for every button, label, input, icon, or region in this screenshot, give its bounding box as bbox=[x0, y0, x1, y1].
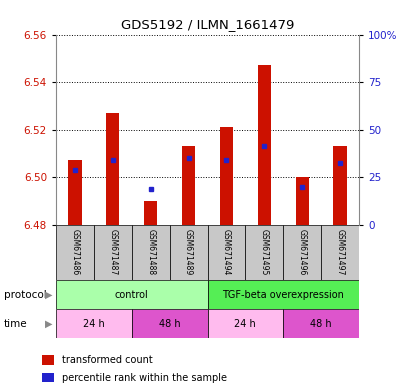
Text: GSM671497: GSM671497 bbox=[336, 229, 344, 276]
Text: ▶: ▶ bbox=[45, 290, 53, 300]
Bar bbox=[56, 280, 208, 309]
Bar bbox=[94, 225, 132, 280]
Bar bbox=[42, 356, 54, 365]
Bar bbox=[333, 146, 347, 225]
Text: 24 h: 24 h bbox=[83, 318, 105, 329]
Text: 48 h: 48 h bbox=[310, 318, 332, 329]
Text: 24 h: 24 h bbox=[234, 318, 256, 329]
Bar bbox=[56, 225, 94, 280]
Text: GSM671495: GSM671495 bbox=[260, 229, 269, 276]
Text: GSM671486: GSM671486 bbox=[71, 229, 79, 276]
Text: protocol: protocol bbox=[4, 290, 47, 300]
Text: GSM671496: GSM671496 bbox=[298, 229, 307, 276]
Bar bbox=[208, 280, 359, 309]
Bar bbox=[245, 225, 283, 280]
Text: TGF-beta overexpression: TGF-beta overexpression bbox=[222, 290, 344, 300]
Text: transformed count: transformed count bbox=[61, 355, 152, 366]
Text: GSM671487: GSM671487 bbox=[108, 229, 117, 276]
Text: control: control bbox=[115, 290, 149, 300]
Bar bbox=[68, 161, 82, 225]
Bar bbox=[144, 201, 157, 225]
Text: GSM671488: GSM671488 bbox=[146, 229, 155, 276]
Bar bbox=[321, 225, 359, 280]
Bar bbox=[208, 225, 245, 280]
Text: GSM671494: GSM671494 bbox=[222, 229, 231, 276]
Bar bbox=[220, 127, 233, 225]
Bar bbox=[283, 309, 359, 338]
Text: GSM671489: GSM671489 bbox=[184, 229, 193, 276]
Bar bbox=[258, 65, 271, 225]
Bar bbox=[170, 225, 208, 280]
Title: GDS5192 / ILMN_1661479: GDS5192 / ILMN_1661479 bbox=[121, 18, 294, 31]
Bar bbox=[42, 373, 54, 382]
Text: ▶: ▶ bbox=[45, 318, 53, 329]
Bar bbox=[283, 225, 321, 280]
Bar bbox=[182, 146, 195, 225]
Bar bbox=[208, 309, 283, 338]
Text: percentile rank within the sample: percentile rank within the sample bbox=[61, 372, 227, 383]
Bar bbox=[106, 113, 120, 225]
Bar bbox=[132, 225, 170, 280]
Bar bbox=[56, 309, 132, 338]
Bar bbox=[295, 177, 309, 225]
Text: 48 h: 48 h bbox=[159, 318, 181, 329]
Text: time: time bbox=[4, 318, 28, 329]
Bar bbox=[132, 309, 208, 338]
